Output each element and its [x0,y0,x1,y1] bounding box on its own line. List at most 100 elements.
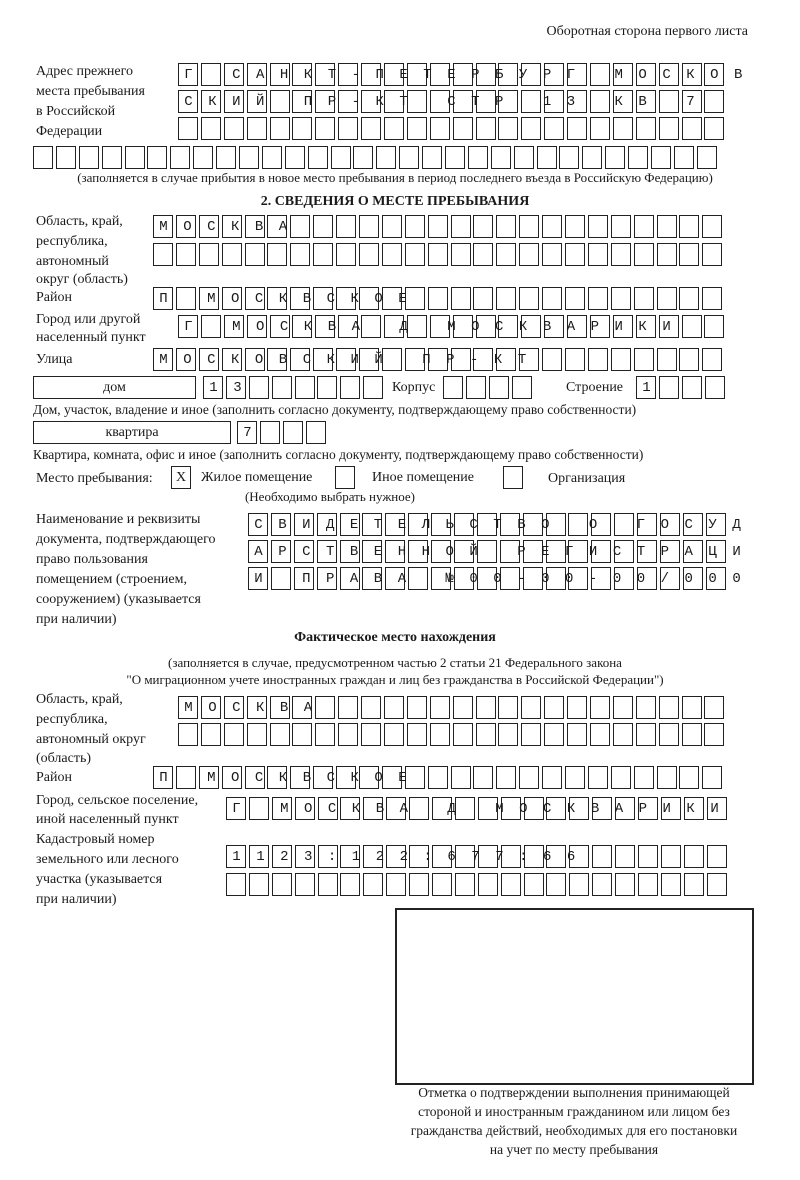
char-cell[interactable] [681,90,702,113]
char-cell[interactable] [702,215,723,238]
char-cell[interactable] [178,315,198,338]
char-cell[interactable] [248,845,269,868]
previous-address-row-4[interactable] [33,146,720,170]
char-cell[interactable] [614,540,635,563]
actual-region-row-2[interactable] [178,723,727,747]
char-cell[interactable] [477,873,498,896]
char-cell[interactable] [681,117,702,140]
char-cell[interactable] [544,696,565,719]
char-cell[interactable] [101,146,122,169]
char-cell[interactable] [271,797,292,820]
char-cell[interactable] [443,376,463,399]
char-cell[interactable] [313,243,334,266]
char-cell[interactable] [313,348,334,371]
char-cell[interactable] [267,287,288,310]
char-cell[interactable] [292,696,313,719]
char-cell[interactable] [567,117,588,140]
char-cell[interactable] [454,797,475,820]
char-cell[interactable] [408,513,429,536]
char-cell[interactable] [246,90,267,113]
char-cell[interactable] [363,873,384,896]
char-cell[interactable] [381,287,402,310]
char-cell[interactable] [591,567,612,590]
char-cell[interactable] [568,540,589,563]
char-cell[interactable] [522,540,543,563]
char-cell[interactable] [658,63,679,86]
char-cell[interactable] [635,696,656,719]
char-cell[interactable] [363,797,384,820]
char-cell[interactable] [702,243,723,266]
char-cell[interactable] [704,376,725,399]
char-cell[interactable] [519,215,540,238]
char-cell[interactable] [521,315,542,338]
char-cell[interactable] [124,146,145,169]
char-cell[interactable] [488,376,509,399]
char-cell[interactable] [359,243,380,266]
char-cell[interactable] [248,873,269,896]
char-cell[interactable] [292,315,313,338]
char-cell[interactable] [610,215,631,238]
char-cell[interactable] [498,315,519,338]
char-cell[interactable] [361,723,382,746]
char-cell[interactable] [267,766,288,789]
char-cell[interactable] [404,243,425,266]
char-cell[interactable] [475,63,496,86]
char-cell[interactable] [429,723,450,746]
char-cell[interactable] [385,540,406,563]
char-cell[interactable] [658,376,679,399]
house-number-cells[interactable]: 13 [203,376,386,400]
char-cell[interactable] [381,766,402,789]
checkbox-residential[interactable]: X [171,466,191,489]
char-cell[interactable] [198,215,219,238]
city-row[interactable]: Г МОСКВА Д МОСКВАРИКИ [178,315,727,339]
char-cell[interactable] [270,540,291,563]
char-cell[interactable] [614,513,635,536]
char-cell[interactable] [544,723,565,746]
char-cell[interactable] [221,766,242,789]
char-cell[interactable] [445,146,466,169]
char-cell[interactable] [496,766,517,789]
char-cell[interactable] [427,215,448,238]
char-cell[interactable] [545,513,566,536]
char-cell[interactable] [361,90,382,113]
char-cell[interactable] [248,567,268,590]
char-cell[interactable] [475,315,496,338]
char-cell[interactable] [454,567,475,590]
char-cell[interactable] [656,243,677,266]
char-cell[interactable] [569,873,590,896]
char-cell[interactable] [200,696,221,719]
char-cell[interactable] [590,63,611,86]
char-cell[interactable] [614,567,635,590]
char-cell[interactable] [147,146,168,169]
char-cell[interactable] [225,376,246,399]
char-cell[interactable] [359,766,380,789]
char-cell[interactable] [633,766,654,789]
char-cell[interactable] [637,513,658,536]
char-cell[interactable] [612,723,633,746]
char-cell[interactable] [178,117,198,140]
char-cell[interactable] [267,215,288,238]
char-cell[interactable] [290,766,311,789]
apartment-number-cells[interactable]: 7 [237,421,329,445]
char-cell[interactable] [545,540,566,563]
char-cell[interactable] [637,540,658,563]
char-cell[interactable] [519,348,540,371]
char-cell[interactable] [223,696,244,719]
char-cell[interactable] [521,696,542,719]
char-cell[interactable] [246,63,267,86]
char-cell[interactable] [269,90,290,113]
char-cell[interactable] [467,146,488,169]
char-cell[interactable] [429,63,450,86]
char-cell[interactable] [545,567,566,590]
char-cell[interactable] [294,797,315,820]
char-cell[interactable] [582,146,603,169]
char-cell[interactable] [78,146,99,169]
char-cell[interactable] [315,117,336,140]
char-cell[interactable] [496,243,517,266]
char-cell[interactable] [429,117,450,140]
char-cell[interactable] [223,90,244,113]
char-cell[interactable] [284,146,305,169]
char-cell[interactable] [587,348,608,371]
char-cell[interactable] [452,696,473,719]
actual-city-row[interactable]: Г МОСКВА Д МОСКВАРИКИ [226,797,730,821]
